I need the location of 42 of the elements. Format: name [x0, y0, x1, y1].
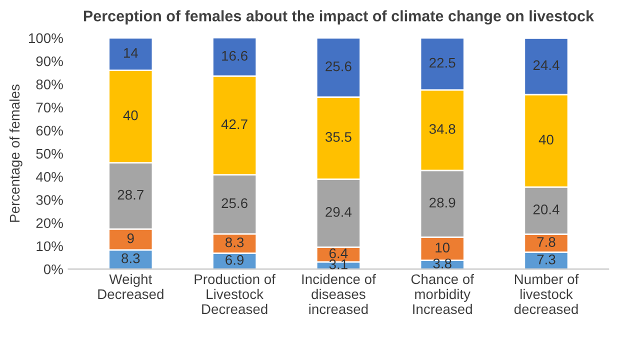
data-label: 29.4 — [326, 207, 352, 217]
data-label: 7.3 — [537, 254, 556, 264]
y-tick-label: 10% — [36, 241, 63, 252]
x-tick-label: Number of livestock decreased — [514, 274, 579, 314]
data-label: 28.9 — [430, 198, 456, 208]
data-label: 42.7 — [221, 119, 248, 130]
x-tick-label: Incidence of diseases increased — [302, 274, 376, 314]
data-label: 40 — [538, 134, 554, 145]
y-tick-label: 80% — [36, 80, 63, 90]
y-axis-title: Percentage of females — [9, 84, 22, 222]
data-label: 34.8 — [429, 124, 456, 134]
data-label: 8.3 — [225, 237, 244, 248]
data-label: 24.4 — [533, 60, 560, 70]
y-tick-label: 20% — [36, 218, 63, 228]
data-label: 14 — [124, 48, 138, 58]
y-tick-label: 0% — [44, 264, 63, 274]
chart-title: Perception of females about the impact of climate change on livestock — [84, 10, 594, 25]
data-label: 10 — [436, 242, 450, 252]
data-label: 25.6 — [326, 61, 352, 72]
y-tick-label: 50% — [36, 148, 63, 159]
data-label: 28.7 — [118, 190, 144, 200]
y-tick-label: 60% — [36, 126, 63, 136]
data-label: 7.8 — [537, 237, 556, 247]
data-label: 6.4 — [329, 248, 348, 258]
data-label: 20.4 — [533, 204, 560, 214]
data-label: 25.6 — [222, 198, 248, 208]
y-tick-label: 100% — [28, 33, 63, 44]
x-tick-label: Production of Livestock Decreased — [194, 274, 276, 314]
data-label: 9 — [127, 233, 134, 244]
y-tick-label: 70% — [36, 102, 63, 112]
data-label: 22.5 — [430, 58, 456, 68]
data-label: 6.9 — [226, 255, 244, 265]
y-tick-label: 90% — [36, 56, 63, 66]
data-label: 40 — [123, 110, 138, 120]
data-label: 16.6 — [222, 50, 248, 61]
data-label: 35.5 — [325, 132, 352, 142]
y-tick-label: 40% — [36, 172, 63, 182]
data-label: 8.3 — [122, 253, 140, 264]
y-tick-label: 30% — [36, 195, 63, 205]
x-tick-label: Weight Decreased — [98, 274, 164, 300]
data-label: 3.8 — [433, 258, 452, 268]
x-tick-label: Chance of morbidity Increased — [411, 274, 474, 314]
